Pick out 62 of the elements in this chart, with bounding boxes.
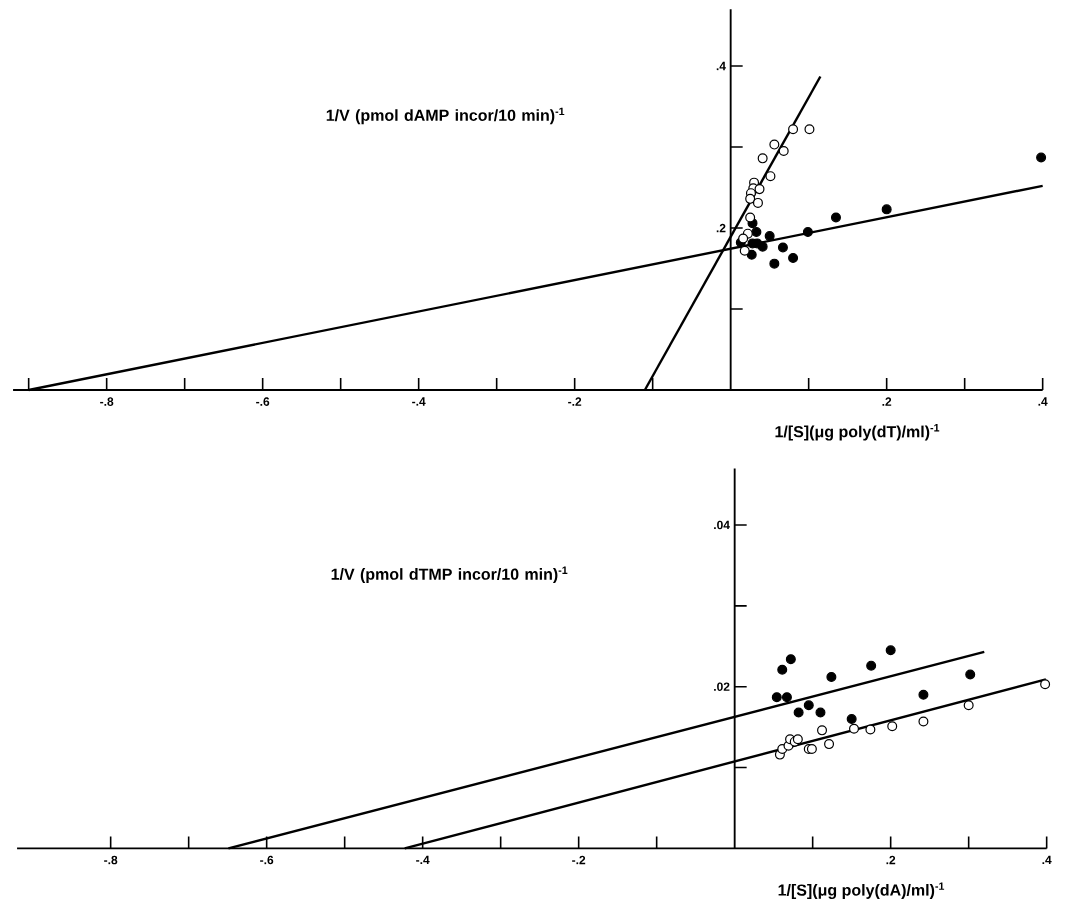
point bbox=[788, 124, 799, 135]
x-tick-label: .4 bbox=[1042, 855, 1052, 865]
point bbox=[824, 739, 835, 750]
point bbox=[778, 146, 789, 157]
point bbox=[918, 689, 929, 700]
x-tick-label: .2 bbox=[882, 397, 892, 406]
y-tick-label: .02 bbox=[714, 682, 730, 691]
point bbox=[777, 664, 788, 675]
point bbox=[918, 716, 929, 727]
point bbox=[769, 139, 780, 150]
x-tick-label: .2 bbox=[886, 855, 896, 865]
point bbox=[764, 231, 775, 242]
point bbox=[745, 212, 756, 223]
point bbox=[751, 227, 762, 238]
point bbox=[885, 645, 896, 656]
point bbox=[781, 692, 792, 703]
y-tick-label: .4 bbox=[716, 61, 726, 71]
point bbox=[881, 204, 892, 215]
point bbox=[963, 700, 974, 711]
y-axis-title: 1/V (pmol dTMP incor/10 min)$^{-1}$ bbox=[331, 566, 568, 584]
point bbox=[746, 249, 757, 260]
point bbox=[865, 724, 876, 735]
point bbox=[846, 714, 857, 725]
x-tick-label: -.8 bbox=[100, 397, 114, 406]
point bbox=[803, 700, 814, 711]
point bbox=[752, 197, 763, 208]
point bbox=[788, 252, 799, 263]
x-axis-title: 1/[S](μg poly(dT)/ml)$^{-1}$ bbox=[775, 424, 940, 441]
point bbox=[849, 723, 860, 734]
x-tick-label: -.6 bbox=[256, 397, 270, 406]
x-tick-label: -.2 bbox=[572, 855, 586, 865]
point bbox=[802, 227, 813, 238]
point bbox=[777, 242, 788, 253]
point bbox=[866, 660, 877, 671]
point bbox=[738, 233, 749, 244]
point bbox=[817, 725, 828, 736]
point bbox=[793, 707, 804, 718]
point bbox=[765, 171, 776, 182]
point bbox=[815, 707, 826, 718]
x-tick-label: -.2 bbox=[568, 397, 582, 406]
point bbox=[887, 721, 898, 732]
x-tick-label: .4 bbox=[1038, 397, 1048, 406]
point bbox=[769, 258, 780, 269]
y-tick-label: .2 bbox=[716, 223, 726, 233]
y-tick-label: .04 bbox=[714, 520, 730, 530]
point bbox=[785, 654, 796, 665]
x-axis-title: 1/[S](μg poly(dA)/ml)$^{-1}$ bbox=[778, 882, 945, 899]
x-tick-label: -.4 bbox=[416, 855, 430, 865]
point bbox=[754, 184, 765, 195]
point bbox=[830, 212, 841, 223]
point bbox=[745, 193, 756, 204]
point bbox=[965, 669, 976, 680]
point bbox=[804, 124, 815, 135]
x-tick-label: -.8 bbox=[104, 855, 118, 865]
y-axis-title: 1/V (pmol dAMP incor/10 min)$^{-1}$ bbox=[326, 107, 565, 125]
x-tick-label: -.4 bbox=[412, 397, 426, 406]
point bbox=[771, 692, 782, 703]
point bbox=[739, 245, 750, 256]
point bbox=[826, 671, 837, 682]
point bbox=[1036, 152, 1047, 163]
x-tick-label: -.6 bbox=[260, 855, 274, 865]
point bbox=[757, 153, 768, 164]
